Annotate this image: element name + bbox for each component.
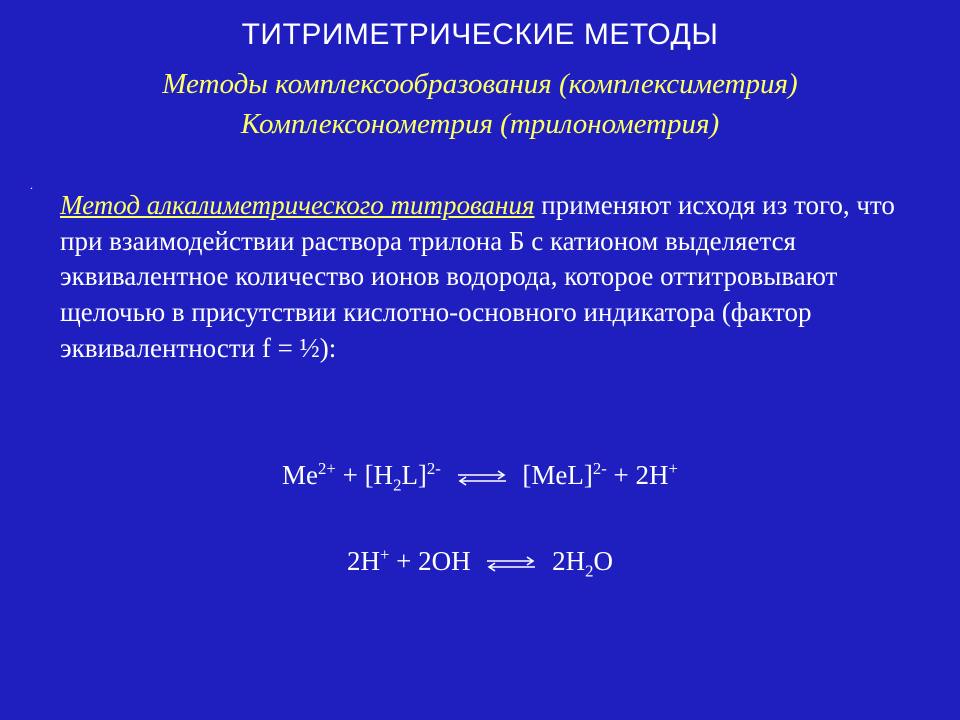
equation-2: 2H+ + 2OH 2H2O — [0, 546, 960, 577]
eq1-lhs1-sup: 2+ — [318, 459, 336, 478]
eq1-rhs1-open: [MeL] — [522, 460, 592, 490]
eq1-lhs2-open: [H — [365, 460, 394, 490]
eq1-plus1: + — [336, 460, 365, 490]
body-paragraph: Метод алкалиметрического титрования прим… — [60, 188, 900, 366]
slide-title: ТИТРИМЕТРИЧЕСКИЕ МЕТОДЫ — [0, 18, 960, 52]
equilibrium-arrow-icon — [454, 470, 510, 486]
eq1-rhs2-sup: + — [669, 459, 678, 478]
eq1-lhs2-sup: 2- — [427, 459, 441, 478]
eq2-rhs-sub: 2 — [585, 561, 593, 580]
eq1-plus2: + — [607, 460, 636, 490]
eq2-lhs1-coef: 2H — [347, 546, 380, 576]
eq2-plus1: + — [389, 546, 418, 576]
equation-1: Me2+ + [H2L]2- [MeL]2- + 2H+ — [0, 460, 960, 491]
eq2-lhs2: 2OH — [418, 546, 471, 576]
eq1-rhs1-sup: 2- — [593, 459, 607, 478]
subtitle-line-2: Комплексонометрия (трилонометрия) — [0, 108, 960, 141]
method-name-link: Метод алкалиметрического титрования — [60, 190, 535, 220]
eq1-rhs2-coef: 2H — [636, 460, 669, 490]
subtitle-line-1: Методы комплексообразования (комплексиме… — [0, 68, 960, 101]
equilibrium-arrow-icon — [483, 556, 539, 572]
bullet-dot: . — [30, 178, 33, 193]
eq2-lhs1-sup: + — [380, 545, 389, 564]
eq2-rhs-tail: O — [594, 546, 614, 576]
eq2-rhs-coef: 2H — [552, 546, 585, 576]
eq1-lhs2-mid: L] — [401, 460, 426, 490]
eq1-lhs1-base: Me — [282, 460, 318, 490]
